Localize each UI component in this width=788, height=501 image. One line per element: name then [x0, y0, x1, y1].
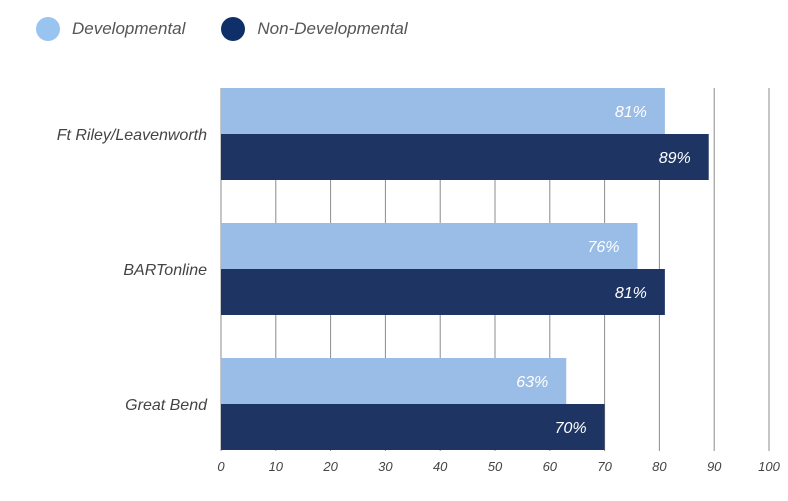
legend-item-developmental[interactable]: Developmental [36, 17, 185, 41]
tick-label: 50 [488, 459, 503, 474]
category-label: BARTonline [123, 262, 207, 279]
tick-label: 60 [543, 459, 558, 474]
tick-label: 0 [217, 459, 225, 474]
bar-non-developmental-2 [221, 404, 605, 450]
bar-developmental-0 [221, 88, 665, 134]
legend-item-non-developmental[interactable]: Non-Developmental [221, 17, 408, 41]
data-label: 63% [516, 374, 548, 391]
category-label: Great Bend [125, 397, 208, 414]
legend: Developmental Non-Developmental [36, 14, 444, 44]
tick-label: 10 [269, 459, 284, 474]
legend-swatch-non-developmental [221, 17, 246, 41]
tick-label: 40 [433, 459, 448, 474]
legend-label-developmental: Developmental [72, 19, 186, 38]
tick-label: 70 [597, 459, 612, 474]
category-label: Ft Riley/Leavenworth [57, 127, 207, 144]
bar-non-developmental-0 [221, 134, 709, 180]
tick-label: 80 [652, 459, 667, 474]
tick-label: 30 [378, 459, 393, 474]
bar-developmental-1 [221, 223, 638, 269]
data-label: 81% [615, 285, 647, 302]
tick-label: 20 [322, 459, 338, 474]
data-label: 70% [555, 420, 587, 437]
legend-label-non-developmental: Non-Developmental [257, 19, 408, 38]
data-label: 76% [587, 239, 619, 256]
data-label: 81% [615, 104, 647, 121]
tick-label: 100 [758, 459, 780, 474]
data-label: 89% [659, 150, 691, 167]
bar-non-developmental-1 [221, 269, 665, 315]
tick-label: 90 [707, 459, 722, 474]
legend-swatch-developmental [36, 17, 60, 41]
bar-developmental-2 [221, 358, 567, 404]
